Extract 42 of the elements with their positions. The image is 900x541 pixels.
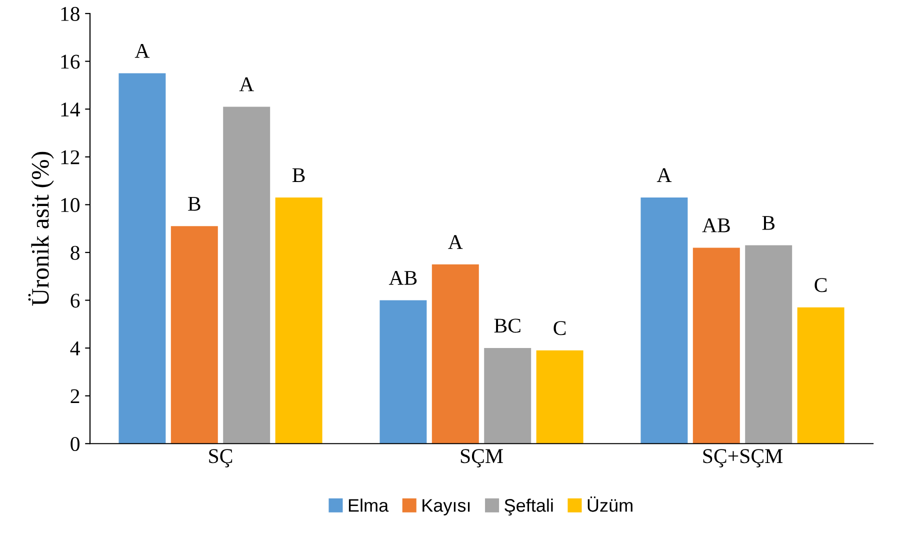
y-tick-label: 8 bbox=[70, 246, 80, 260]
data-label: C bbox=[554, 321, 566, 336]
y-axis-title: Üronik asit (%) bbox=[28, 152, 54, 306]
x-tick-label: SÇ+SÇM bbox=[703, 449, 783, 468]
y-tick-label: 0 bbox=[70, 436, 80, 452]
data-label: A bbox=[239, 77, 254, 92]
bar bbox=[170, 226, 218, 444]
y-tick-label: 10 bbox=[61, 198, 80, 212]
data-label: B bbox=[292, 168, 305, 182]
bar bbox=[484, 348, 532, 444]
bar bbox=[275, 198, 322, 444]
y-tick-label: 4 bbox=[70, 342, 80, 356]
y-tick-label: 2 bbox=[70, 389, 80, 404]
y-tick-label: 16 bbox=[61, 54, 80, 69]
data-label: A bbox=[134, 44, 150, 58]
bar bbox=[536, 350, 584, 444]
bar bbox=[432, 264, 479, 444]
data-label: A bbox=[656, 168, 672, 182]
legend-label: Kayısı bbox=[422, 499, 470, 516]
y-tick-label: 18 bbox=[61, 6, 80, 21]
bar bbox=[640, 198, 688, 444]
data-label: AB bbox=[388, 270, 417, 285]
legend-label: Elma bbox=[348, 498, 389, 512]
data-label: C bbox=[814, 278, 827, 292]
x-tick-label: SÇ bbox=[209, 449, 232, 468]
bar bbox=[797, 307, 844, 444]
y-tick-label: 6 bbox=[70, 294, 80, 308]
bar bbox=[692, 248, 740, 444]
data-label: A bbox=[448, 235, 463, 249]
x-tick-label: SÇM bbox=[460, 449, 503, 468]
bar bbox=[380, 300, 427, 444]
bar bbox=[745, 245, 792, 444]
data-label: BC bbox=[494, 318, 520, 333]
legend-label: Şeftali bbox=[504, 498, 553, 516]
data-label: B bbox=[188, 196, 200, 211]
data-label: AB bbox=[702, 218, 730, 232]
y-tick-label: 12 bbox=[61, 150, 80, 164]
bar bbox=[118, 73, 166, 444]
bar bbox=[223, 106, 270, 444]
data-label: B bbox=[762, 216, 775, 230]
legend-label: Üzüm bbox=[588, 496, 632, 512]
y-tick-label: 14 bbox=[61, 102, 80, 116]
